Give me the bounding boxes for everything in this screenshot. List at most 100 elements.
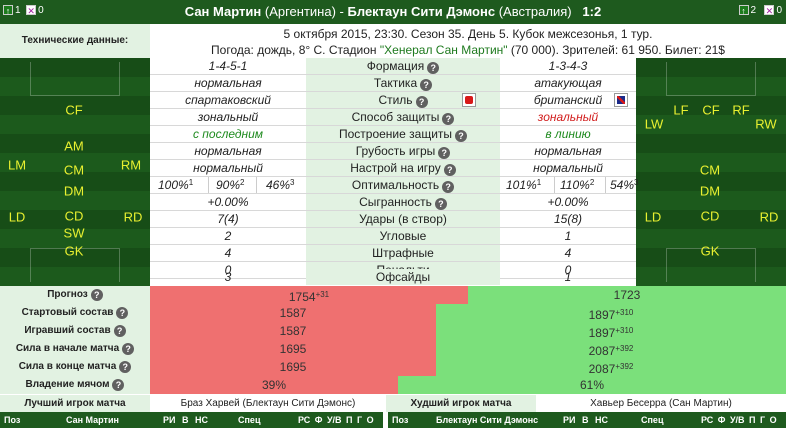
stat-row-freekicks: 4 Штрафные 4 bbox=[150, 245, 636, 262]
away-formation-field: LF CF RF LW RW CM DM LD RD CD GK bbox=[636, 58, 786, 286]
worst-player-label: Худший игрок матча bbox=[386, 395, 536, 412]
bar-row: Прогноз? 1754+31 1723 bbox=[0, 286, 786, 305]
help-icon[interactable]: ? bbox=[443, 164, 456, 176]
stat-row-shots: 7(4) Удары (в створ) 15(8) bbox=[150, 211, 636, 228]
home-counters: ↑ 1 ✕ 0 bbox=[3, 5, 44, 16]
bar-label: Прогноз? bbox=[0, 286, 150, 304]
stat-row-defense-build: с последним Построение защиты? в линию bbox=[150, 126, 636, 143]
home-position[interactable]: RM bbox=[120, 157, 142, 173]
match-score: 1:2 bbox=[582, 4, 602, 19]
home-position[interactable]: CD bbox=[64, 208, 84, 224]
help-icon[interactable]: ? bbox=[427, 62, 440, 74]
away-strength-bar: 1897+310 bbox=[436, 304, 786, 322]
away-strength-bar: 1723 bbox=[468, 286, 786, 304]
away-counters: ↑ 2 ✕ 0 bbox=[738, 5, 782, 16]
away-position[interactable]: CM bbox=[699, 162, 721, 178]
away-team-link[interactable]: Блектаун Сити Дэмонс bbox=[347, 4, 496, 19]
home-position[interactable]: CM bbox=[63, 162, 85, 178]
bar-row: Стартовый состав? 1587 1897+310 bbox=[0, 304, 786, 323]
home-position[interactable]: CF bbox=[65, 102, 83, 118]
help-icon[interactable]: ? bbox=[119, 361, 132, 373]
away-position[interactable]: LF bbox=[673, 102, 689, 118]
home-position[interactable]: LM bbox=[7, 157, 27, 173]
away-strength-bar: 2087+392 bbox=[436, 358, 786, 376]
help-icon[interactable]: ? bbox=[113, 325, 126, 337]
home-lineup-header: Поз Сан Мартин РИ В НС Спец РС Ф У/В П Г… bbox=[0, 412, 383, 428]
arrow-up-icon: ↑ bbox=[3, 5, 13, 16]
match-date-line: 5 октября 2015, 23:30. Сезон 35. День 5.… bbox=[283, 27, 653, 41]
best-player-link[interactable]: Браз Харвей (Блектаун Сити Дэмонс) bbox=[180, 398, 356, 409]
swap-icon: ✕ bbox=[26, 5, 37, 16]
stat-row-tactics: нормальная Тактика? атакующая bbox=[150, 75, 636, 92]
stat-row-defense-method: зональный Способ защиты? зональный bbox=[150, 109, 636, 126]
help-icon[interactable]: ? bbox=[122, 343, 135, 355]
help-icon[interactable]: ? bbox=[442, 113, 455, 125]
help-icon[interactable]: ? bbox=[434, 198, 447, 210]
home-position[interactable]: RD bbox=[123, 209, 143, 225]
home-team-link[interactable]: Сан Мартин bbox=[184, 4, 262, 19]
bar-label: Владение мячом? bbox=[0, 376, 150, 394]
bar-label: Игравший состав? bbox=[0, 322, 150, 340]
bar-label: Стартовый состав? bbox=[0, 304, 150, 322]
home-strength-bar: 1754+31 bbox=[150, 286, 468, 304]
match-title: Сан Мартин (Аргентина) - Блектаун Сити Д… bbox=[184, 4, 602, 19]
away-position[interactable]: RF bbox=[732, 102, 750, 118]
away-position[interactable]: RW bbox=[755, 116, 777, 132]
stat-row-offsides: 3 Офсайды 1 bbox=[224, 269, 572, 285]
home-formation-field: CF LM RM AM CM DM LD RD CD SW GK bbox=[0, 58, 150, 286]
home-position[interactable]: GK bbox=[64, 243, 84, 259]
worst-player-link[interactable]: Хавьер Бесерра (Сан Мартин) bbox=[590, 398, 732, 409]
stadium-link[interactable]: "Хенерал Сан Мартин" bbox=[379, 43, 508, 57]
away-position[interactable]: LW bbox=[644, 116, 664, 132]
swap-icon: ✕ bbox=[764, 5, 775, 16]
home-strength-bar: 39% bbox=[150, 376, 398, 394]
home-position[interactable]: AM bbox=[64, 138, 84, 154]
match-header: ↑ 1 ✕ 0 Сан Мартин (Аргентина) - Блектаун … bbox=[0, 0, 786, 24]
away-position[interactable]: GK bbox=[700, 243, 720, 259]
tech-data-info: 5 октября 2015, 23:30. Сезон 35. День 5.… bbox=[150, 24, 786, 58]
away-position[interactable]: DM bbox=[699, 183, 721, 199]
away-position[interactable]: LD bbox=[644, 209, 662, 225]
weather-line: Погода: дождь, 8° С. Стадион "Хенерал Са… bbox=[211, 43, 725, 57]
stat-row-teamwork: +0.00% Сыгранность? +0.00% bbox=[150, 194, 636, 211]
arrow-up-icon: ↑ bbox=[738, 5, 749, 16]
help-icon[interactable]: ? bbox=[112, 379, 125, 391]
help-icon[interactable]: ? bbox=[442, 181, 455, 193]
bar-label: Сила в начале матча? bbox=[0, 340, 150, 358]
help-icon[interactable]: ? bbox=[455, 130, 468, 142]
help-icon[interactable]: ? bbox=[438, 147, 451, 159]
stat-row-roughness: нормальная Грубость игры? нормальная bbox=[150, 143, 636, 160]
away-lineup-header: Поз Блектаун Сити Дэмонс РИ В НС Спец РС… bbox=[388, 412, 786, 428]
help-icon[interactable]: ? bbox=[420, 79, 433, 91]
home-strength-bar: 1587 bbox=[150, 304, 436, 322]
home-strength-bar: 1695 bbox=[150, 340, 436, 358]
tech-data-label: Технические данные: bbox=[0, 24, 150, 58]
help-icon[interactable]: ? bbox=[90, 289, 103, 301]
help-icon[interactable]: ? bbox=[415, 96, 428, 108]
home-position[interactable]: LD bbox=[8, 209, 26, 225]
bar-row: Сила в конце матча? 1695 2087+392 bbox=[0, 358, 786, 377]
away-position[interactable]: RD bbox=[759, 209, 779, 225]
stat-row-style: спартаковский Стиль? британский bbox=[150, 92, 636, 109]
home-strength-bar: 1695 bbox=[150, 358, 436, 376]
help-icon[interactable]: ? bbox=[116, 307, 129, 319]
bar-row: Сила в начале матча? 1695 2087+392 bbox=[0, 340, 786, 359]
spartak-style-icon bbox=[462, 93, 476, 107]
away-position[interactable]: CD bbox=[700, 208, 720, 224]
bar-row: Игравший состав? 1587 1897+310 bbox=[0, 322, 786, 341]
away-strength-bar: 1897+310 bbox=[436, 322, 786, 340]
home-strength-bar: 1587 bbox=[150, 322, 436, 340]
away-position[interactable]: CF bbox=[702, 102, 720, 118]
stat-row-mood: нормальный Настрой на игру? нормальный bbox=[150, 160, 636, 177]
bar-label: Сила в конце матча? bbox=[0, 358, 150, 376]
away-strength-bar: 61% bbox=[398, 376, 786, 394]
british-style-icon bbox=[614, 93, 628, 107]
home-position[interactable]: SW bbox=[63, 225, 85, 241]
away-strength-bar: 2087+392 bbox=[436, 340, 786, 358]
best-player-label: Лучший игрок матча bbox=[0, 395, 150, 412]
stat-row-optimality: 100%1 90%2 46%3 Оптимальность? 101%1 110… bbox=[150, 177, 638, 194]
stat-row-corners: 2 Угловые 1 bbox=[150, 228, 636, 245]
bar-row: Владение мячом? 39% 61% bbox=[0, 376, 786, 395]
home-position[interactable]: DM bbox=[63, 183, 85, 199]
